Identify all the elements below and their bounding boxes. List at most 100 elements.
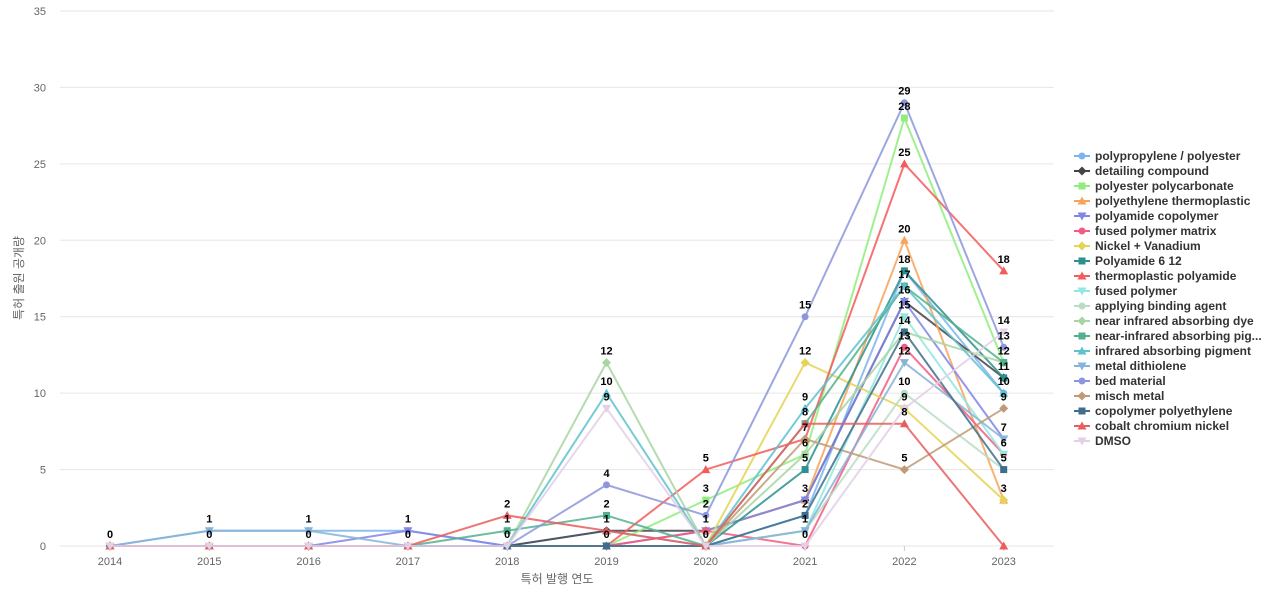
data-label: 1 xyxy=(703,514,709,526)
legend-item[interactable]: near-infrared absorbing pig... xyxy=(1074,329,1262,343)
data-point xyxy=(899,404,909,413)
legend-item[interactable]: cobalt chromium nickel xyxy=(1074,419,1229,433)
legend-marker-swatch xyxy=(1077,241,1087,251)
data-label: 9 xyxy=(901,391,907,403)
x-tick-label: 2016 xyxy=(296,556,320,568)
data-label: 0 xyxy=(306,529,312,541)
legend-item[interactable]: polyester polycarbonate xyxy=(1074,179,1234,193)
data-point xyxy=(900,99,908,107)
data-point xyxy=(800,358,810,368)
legend-label: metal dithiolene xyxy=(1095,359,1187,373)
data-label: 14 xyxy=(998,315,1011,327)
legend-item[interactable]: polypropylene / polyester xyxy=(1074,149,1241,163)
data-label: 12 xyxy=(998,346,1010,358)
data-point xyxy=(403,527,413,536)
x-axis-title: 특허 발행 연도 xyxy=(521,571,594,586)
y-tick-label: 30 xyxy=(34,82,46,94)
series-group xyxy=(105,159,1009,550)
legend-item[interactable]: near infrared absorbing dye xyxy=(1074,314,1254,328)
data-point xyxy=(1000,359,1008,367)
data-point xyxy=(702,527,710,535)
legend-label: near-infrared absorbing pig... xyxy=(1095,329,1262,343)
legend-item[interactable]: Polyamide 6 12 xyxy=(1074,254,1182,268)
data-label: 2 xyxy=(703,498,709,510)
legend-item[interactable]: detailing compound xyxy=(1074,164,1209,178)
series-group xyxy=(105,327,1009,551)
data-label: 14 xyxy=(898,315,911,327)
y-tick-label: 5 xyxy=(40,465,46,477)
axis-layer: 특허 발행 연도 특허 출원 공개량 xyxy=(12,236,593,586)
legend-item[interactable]: infrared absorbing pigment xyxy=(1074,344,1251,358)
data-label: 10 xyxy=(600,376,612,388)
data-label: 3 xyxy=(703,483,709,495)
series-group xyxy=(106,267,1008,550)
legend-item[interactable]: DMSO xyxy=(1074,434,1131,448)
data-label: 10 xyxy=(898,376,910,388)
data-label: 12 xyxy=(600,346,612,358)
data-label: 5 xyxy=(802,453,808,465)
legend-item[interactable]: thermoplastic polyamide xyxy=(1074,269,1237,283)
legend-label: detailing compound xyxy=(1095,164,1209,178)
data-point xyxy=(1000,343,1008,351)
legend-label: DMSO xyxy=(1095,434,1131,448)
data-label: 1 xyxy=(802,514,808,526)
x-tick-label: 2021 xyxy=(793,556,817,568)
series-line xyxy=(110,331,1004,547)
legend-item[interactable]: copolymer polyethylene xyxy=(1074,404,1233,418)
data-point xyxy=(602,526,611,535)
legend-item[interactable]: polyethylene thermoplastic xyxy=(1074,194,1251,208)
legend-label: copolymer polyethylene xyxy=(1095,404,1233,418)
legend-marker-swatch xyxy=(1078,302,1086,310)
data-point xyxy=(602,358,611,368)
legend-item[interactable]: misch metal xyxy=(1074,389,1164,403)
data-label: 11 xyxy=(998,361,1010,373)
data-point xyxy=(899,465,909,475)
data-point xyxy=(105,542,115,551)
legend-item[interactable]: metal dithiolene xyxy=(1074,359,1187,373)
data-point xyxy=(801,511,809,519)
data-label: 10 xyxy=(998,376,1010,388)
data-label: 0 xyxy=(405,529,411,541)
data-label: 0 xyxy=(802,529,808,541)
data-point xyxy=(701,465,711,474)
data-point xyxy=(899,159,909,168)
data-label: 8 xyxy=(802,407,808,419)
data-point xyxy=(899,313,909,322)
legend-item[interactable]: bed material xyxy=(1074,374,1166,388)
data-point xyxy=(603,481,610,489)
data-label: 2 xyxy=(504,498,510,510)
data-label: 1 xyxy=(603,514,609,526)
data-point xyxy=(999,266,1009,275)
legend-marker-swatch xyxy=(1078,227,1086,235)
legend-marker-swatch xyxy=(1078,257,1086,265)
data-label: 13 xyxy=(898,330,910,342)
data-point xyxy=(204,542,214,551)
x-tick-label: 2014 xyxy=(98,556,122,568)
data-point xyxy=(900,328,908,336)
data-point xyxy=(999,541,1009,550)
legend-item[interactable]: fused polymer matrix xyxy=(1074,224,1217,238)
data-label: 9 xyxy=(603,391,609,403)
legend-item[interactable]: fused polymer xyxy=(1074,284,1177,298)
data-point xyxy=(899,419,909,428)
x-tick-label: 2022 xyxy=(892,556,916,568)
x-tick-label: 2017 xyxy=(396,556,420,568)
data-point xyxy=(603,511,610,519)
legend-item[interactable]: polyamide copolymer xyxy=(1074,209,1219,223)
series-line xyxy=(109,269,1005,547)
data-point xyxy=(899,235,909,244)
y-tick-label: 25 xyxy=(34,159,46,171)
data-label: 7 xyxy=(802,422,808,434)
data-point xyxy=(800,496,810,505)
legend-item[interactable]: Nickel + Vanadium xyxy=(1074,239,1201,253)
legend-item[interactable]: applying binding agent xyxy=(1074,299,1226,313)
series-layer xyxy=(105,99,1009,551)
data-label: 5 xyxy=(703,453,709,465)
data-point xyxy=(801,466,809,474)
legend-label: near infrared absorbing dye xyxy=(1095,314,1254,328)
data-label: 0 xyxy=(703,529,709,541)
data-label: 20 xyxy=(898,223,910,235)
